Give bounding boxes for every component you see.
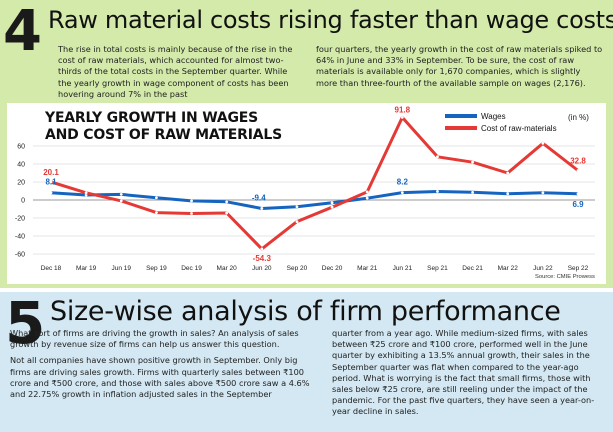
x-tick-label: Dec 20	[322, 265, 343, 272]
data-label: 8.2	[397, 178, 409, 187]
data-point	[541, 191, 545, 195]
x-tick-label: Jun 21	[393, 265, 413, 272]
y-tick-label: 0	[21, 198, 25, 205]
data-point	[155, 196, 158, 200]
section-number: 4	[3, 0, 42, 64]
data-label: 8.1	[45, 178, 57, 187]
series-line	[50, 115, 579, 251]
line-chart: 60 40 20 0 -20 -40 -60 Dec 18 Mar 19 Jun 19 Sep 19…	[15, 105, 595, 272]
data-point	[471, 190, 474, 194]
x-tick-label: Sep 19	[146, 265, 167, 272]
x-tick-label: Jun 22	[533, 265, 553, 272]
legend-swatch-raw-materials	[445, 126, 477, 130]
section-4: 4 Raw material costs rising faster than …	[0, 0, 613, 288]
data-point	[49, 180, 53, 184]
x-tick-label: Jun 19	[112, 265, 132, 272]
data-point	[506, 192, 510, 196]
body-column-1: What sort of firms are driving the growt…	[10, 328, 318, 405]
x-tick-label: Sep 20	[287, 265, 308, 272]
data-point	[576, 169, 580, 172]
data-label: 32.8	[570, 156, 586, 165]
section-number: 5	[5, 289, 46, 357]
paragraph: What sort of firms are driving the growt…	[10, 328, 299, 350]
section-heading: Raw material costs rising faster than wa…	[48, 6, 613, 34]
legend-item-raw-materials: Cost of raw-materials	[445, 122, 557, 134]
data-point	[49, 191, 53, 195]
data-point	[295, 220, 299, 223]
chart-panel: YEARLY GROWTH IN WAGES AND COST OF RAW M…	[7, 103, 606, 284]
data-label: -54.3	[253, 254, 272, 263]
chart-title: YEARLY GROWTH IN WAGES AND COST OF RAW M…	[45, 110, 282, 143]
data-label: 91.8	[395, 105, 411, 114]
data-point	[225, 200, 229, 204]
x-tick-label: Mar 19	[76, 265, 97, 272]
legend-swatch-wages	[445, 114, 477, 118]
data-label: -9.4	[252, 193, 266, 202]
data-point	[576, 192, 580, 196]
x-tick-label: Sep 21	[427, 265, 448, 272]
x-tick-label: Mar 21	[357, 265, 378, 272]
y-tick-label: -20	[15, 216, 25, 223]
unit-label: (in %)	[568, 113, 589, 122]
data-point	[260, 207, 264, 210]
y-tick-label: 20	[17, 180, 25, 187]
legend-label-raw-materials: Cost of raw-materials	[481, 123, 557, 133]
section-heading: Size-wise analysis of firm performance	[50, 296, 561, 327]
legend-label-wages: Wages	[481, 111, 506, 121]
x-tick-label: Dec 19	[181, 265, 202, 272]
y-tick-label: 60	[17, 144, 25, 151]
data-label: 20.1	[43, 168, 59, 177]
chart-legend: Wages Cost of raw-materials	[445, 110, 557, 134]
x-tick-label: Dec 18	[41, 265, 62, 272]
y-tick-label: -60	[15, 252, 25, 259]
data-point	[506, 171, 510, 175]
x-tick-label: Mar 20	[217, 265, 238, 272]
data-point	[436, 155, 439, 159]
data-point	[541, 141, 545, 145]
series-line	[50, 190, 579, 210]
data-point	[365, 196, 369, 200]
y-tick-label: -40	[15, 234, 25, 241]
x-tick-label: Jun 20	[252, 265, 272, 272]
data-point	[471, 160, 474, 164]
legend-item-wages: Wages	[445, 110, 557, 122]
data-point	[84, 191, 88, 195]
x-tick-label: Mar 22	[498, 265, 519, 272]
data-point	[400, 115, 404, 119]
body-column-2: four quarters, the yearly growth in the …	[316, 44, 603, 88]
chart-source: Source: CMIE Prowess	[535, 274, 595, 280]
data-point	[436, 190, 439, 193]
x-tick-label: Dec 21	[462, 265, 483, 272]
data-point	[330, 201, 334, 205]
data-point	[190, 199, 193, 203]
body-column-1: The rise in total costs is mainly becaus…	[58, 44, 293, 99]
data-point	[155, 211, 158, 214]
x-tick-label: Sep 22	[568, 265, 589, 272]
data-point	[225, 211, 229, 215]
section-5: 5 Size-wise analysis of firm performance…	[0, 292, 613, 432]
data-label: 6.9	[572, 200, 584, 209]
data-point	[190, 212, 193, 215]
data-point	[365, 190, 369, 194]
y-tick-label: 40	[17, 162, 25, 169]
body-column-2: quarter from a year ago. While medium-si…	[332, 328, 595, 417]
paragraph: Not all companies have shown positive gr…	[10, 355, 310, 400]
data-point	[400, 191, 404, 195]
data-point	[330, 205, 334, 209]
data-point	[295, 205, 299, 209]
data-point	[119, 193, 123, 196]
data-point	[119, 199, 123, 203]
data-point	[260, 247, 264, 251]
